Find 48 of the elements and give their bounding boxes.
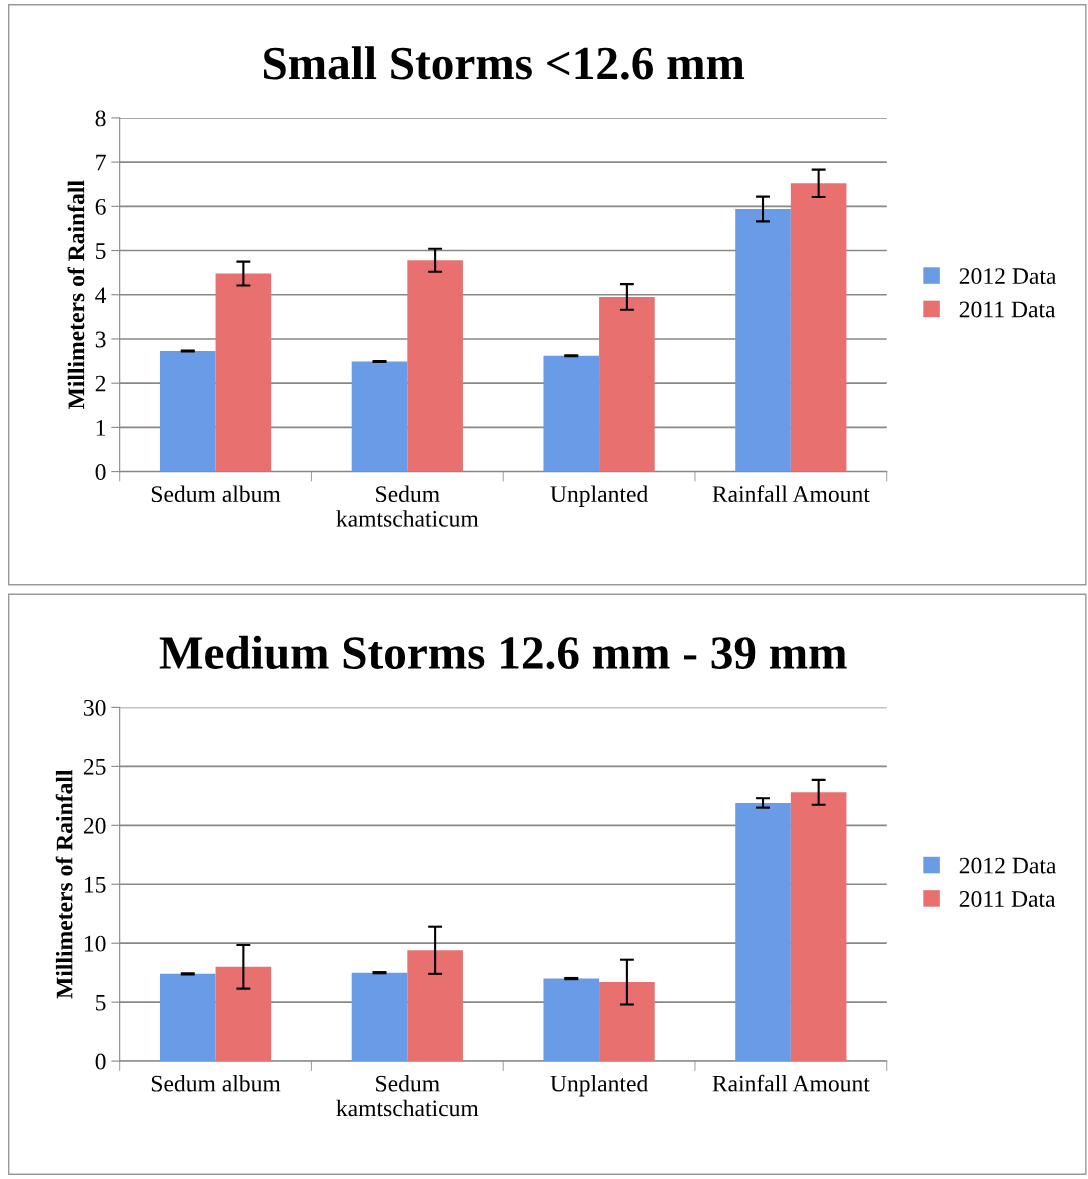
y-tick-label: 10 (84, 935, 106, 952)
y-tick-label: 0 (95, 464, 106, 481)
bar (159, 350, 216, 472)
bar (790, 183, 847, 472)
x-tick-label: Sedum album (151, 485, 281, 503)
bar (543, 355, 600, 472)
bar (735, 208, 791, 472)
bar (351, 972, 408, 1062)
y-tick-label: 25 (83, 758, 106, 775)
bar (215, 273, 272, 472)
bar (599, 296, 655, 472)
y-tick-label: 5 (96, 994, 106, 1011)
y-tick-label: 6 (95, 198, 106, 215)
legend-label: 2012 Data (959, 857, 1057, 874)
chart-title: Medium Storms 12.6 mm - 39 mm (159, 635, 847, 670)
bar (543, 978, 600, 1062)
bar (351, 361, 408, 472)
bar (599, 982, 655, 1062)
bar (735, 802, 791, 1062)
y-tick-label: 2 (95, 375, 106, 392)
y-tick-label: 8 (95, 110, 106, 127)
x-tick-label: Rainfall Amount (712, 1074, 870, 1092)
y-tick-label: 0 (95, 1053, 106, 1070)
x-tick-label: Sedum album (151, 1074, 281, 1092)
y-tick-label: 15 (84, 876, 106, 893)
y-tick-label: 7 (96, 154, 106, 171)
x-tick-label: Sedum kamtschaticum (336, 485, 479, 527)
bar (215, 966, 272, 1062)
y-tick-label: 20 (83, 817, 106, 834)
y-tick-label: 1 (96, 419, 106, 436)
bar (407, 260, 463, 472)
chart-title: Small Storms <12.6 mm (264, 46, 745, 80)
x-tick-label: Unplanted (550, 1074, 648, 1097)
x-tick-label: Unplanted (550, 485, 648, 507)
bar (790, 792, 847, 1062)
y-axis-title: Millimeters of Rainfall (55, 769, 73, 999)
y-axis-title: Millimeters of Rainfall (67, 180, 85, 410)
legend-label: 2011 Data (959, 890, 1056, 907)
legend-label: 2012 Data (959, 268, 1057, 285)
y-tick-label: 5 (96, 243, 106, 259)
x-tick-label: Sedum kamtschaticum (336, 1074, 479, 1117)
y-tick-label: 4 (95, 287, 107, 303)
x-tick-label: Rainfall Amount (712, 485, 870, 503)
y-tick-label: 30 (84, 699, 106, 716)
bar (407, 950, 463, 1062)
bar (159, 973, 216, 1062)
legend-label: 2011 Data (959, 301, 1056, 318)
y-tick-label: 3 (95, 331, 106, 348)
